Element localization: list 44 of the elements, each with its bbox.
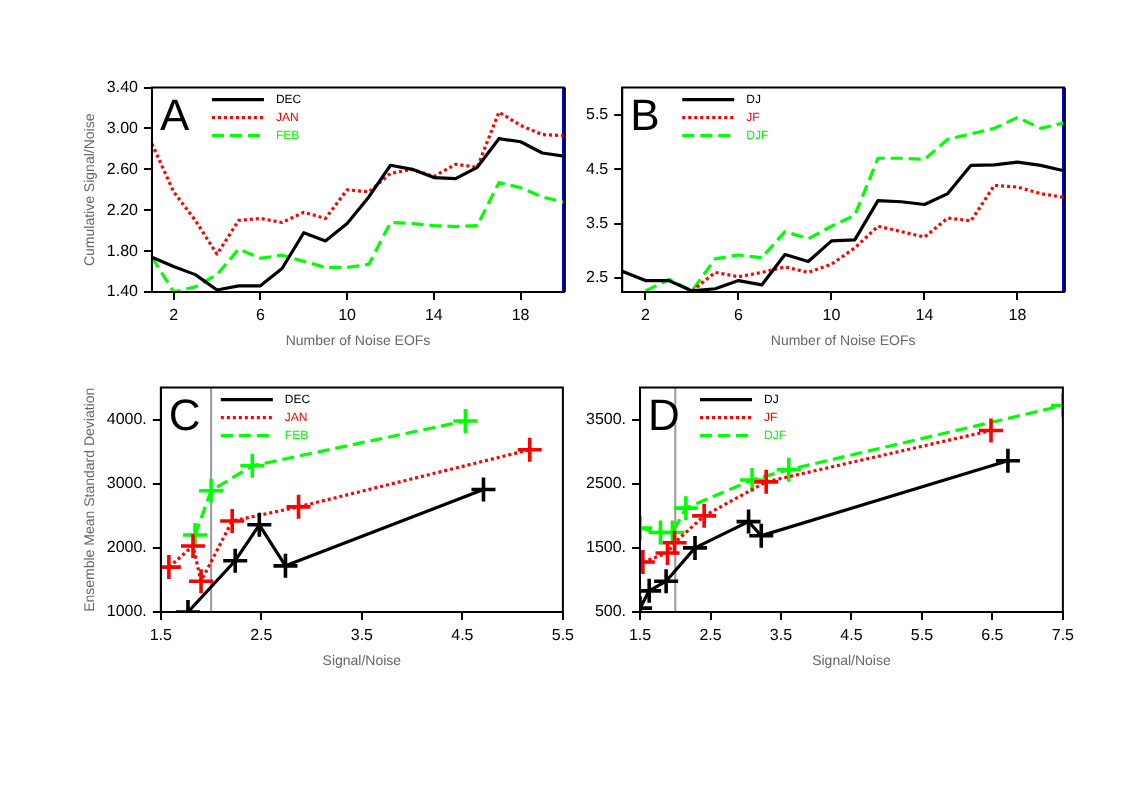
y-tick-label: 1500. <box>585 538 627 557</box>
y-tick-label: 5.5 <box>585 105 610 124</box>
x-tick-label: 6 <box>255 306 266 325</box>
y-tick-label: 2000. <box>106 538 147 557</box>
y-tick-label: 3.40 <box>106 78 140 97</box>
y-tick-label: 1000. <box>106 602 147 621</box>
y-tick-label: 2.60 <box>106 159 140 178</box>
y-tick-label: 3000. <box>106 474 147 493</box>
x-tick-label: 6 <box>734 306 745 325</box>
x-tick-label: 14 <box>424 306 444 325</box>
x-tick-label: 1.5 <box>628 626 653 645</box>
y-tick-label: 2.20 <box>106 200 140 219</box>
x-tick-label: 6.5 <box>981 626 1005 645</box>
x-tick-label: 7.5 <box>1051 626 1076 645</box>
x-tick-label: 4.5 <box>451 626 475 645</box>
y-tick-label: 1.40 <box>106 282 140 301</box>
x-tick-label: 5.5 <box>551 626 576 645</box>
annotation: A <box>159 89 190 140</box>
y-tick-label: 4000. <box>106 410 147 429</box>
y-tick-label: 2.5 <box>585 268 610 287</box>
x-tick-label: 14 <box>915 306 935 325</box>
x-tick-label: 10 <box>822 306 842 325</box>
x-tick-label: 18 <box>511 306 531 325</box>
y-tick-label: 2500. <box>585 474 627 493</box>
x-tick-label: 2.5 <box>250 626 274 645</box>
y-tick-label: 1.80 <box>106 241 140 260</box>
x-tick-label: 3.5 <box>350 626 375 645</box>
y-tick-label: 3.5 <box>585 213 610 232</box>
x-tick-label: 5.5 <box>910 626 935 645</box>
y-tick-label: 4.5 <box>585 159 610 178</box>
annotation: D <box>648 389 680 440</box>
y-tick-label: 3500. <box>585 410 627 429</box>
x-tick-label: 2 <box>641 306 652 325</box>
x-tick-label: 3.5 <box>769 626 794 645</box>
annotation: C <box>168 389 201 440</box>
x-tick-label: 10 <box>338 306 358 325</box>
annotation: B <box>630 89 660 140</box>
x-tick-label: 1.5 <box>149 626 174 645</box>
y-tick-label: 3.00 <box>106 118 140 137</box>
x-tick-label: 18 <box>1008 306 1028 325</box>
y-tick-label: 500. <box>594 602 627 621</box>
x-tick-label: 2.5 <box>699 626 723 645</box>
x-tick-label: 2 <box>169 306 180 325</box>
x-tick-label: 4.5 <box>840 626 864 645</box>
